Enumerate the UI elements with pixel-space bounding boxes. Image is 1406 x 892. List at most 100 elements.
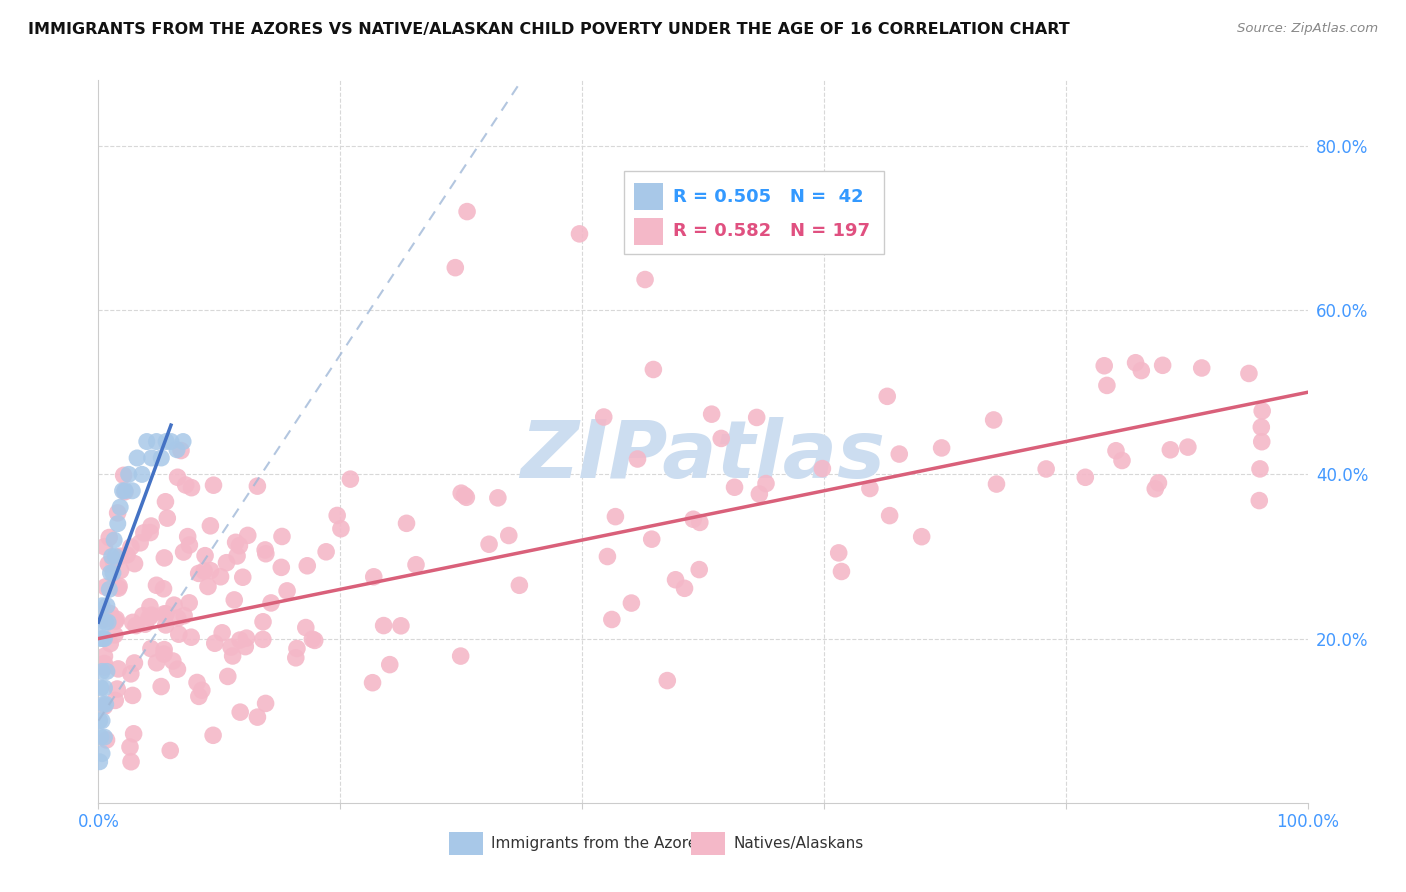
Point <box>193 564 215 578</box>
Point <box>373 618 395 632</box>
Point <box>96 733 118 747</box>
Point <box>139 641 162 656</box>
Point <box>124 557 146 571</box>
Point <box>127 450 149 465</box>
Point <box>186 675 208 690</box>
Point <box>107 581 129 595</box>
Point <box>453 488 475 502</box>
Bar <box>634 218 664 245</box>
Text: Natives/Alaskans: Natives/Alaskans <box>734 836 863 851</box>
Point <box>100 549 122 564</box>
Point <box>1111 453 1133 467</box>
Point <box>103 533 125 547</box>
Point <box>155 618 177 632</box>
Point <box>94 615 117 630</box>
Point <box>155 607 177 621</box>
Point <box>830 565 852 579</box>
Point <box>1152 359 1174 373</box>
Point <box>710 432 733 446</box>
Point <box>876 389 898 403</box>
Point <box>180 481 202 495</box>
Point <box>1191 361 1213 376</box>
Point <box>1249 493 1271 508</box>
Point <box>224 593 246 607</box>
Point <box>170 443 193 458</box>
Point <box>121 483 143 498</box>
Point <box>200 519 222 533</box>
Point <box>301 632 323 647</box>
Point <box>1251 404 1274 418</box>
Point <box>93 660 115 674</box>
Point <box>100 566 122 580</box>
Point <box>748 487 770 501</box>
Point <box>605 509 627 524</box>
Point <box>120 666 142 681</box>
Point <box>108 549 131 564</box>
Point <box>254 697 277 711</box>
Point <box>755 476 778 491</box>
Text: Immigrants from the Azores: Immigrants from the Azores <box>492 836 706 851</box>
Point <box>121 689 143 703</box>
Bar <box>690 831 724 855</box>
Point <box>166 442 188 457</box>
Point <box>96 665 118 679</box>
Point <box>1250 420 1272 434</box>
Point <box>139 519 162 533</box>
Point <box>363 570 385 584</box>
Point <box>160 434 183 449</box>
Point <box>153 550 176 565</box>
Point <box>221 648 243 663</box>
Point <box>450 649 472 664</box>
Point <box>626 452 648 467</box>
Point <box>673 582 696 596</box>
Point <box>118 467 141 482</box>
Point <box>229 705 252 719</box>
Point <box>114 483 136 498</box>
Point <box>271 529 294 543</box>
Point <box>97 557 120 571</box>
Point <box>94 580 117 594</box>
Point <box>135 434 157 449</box>
Point <box>859 482 882 496</box>
Point <box>395 516 418 531</box>
Point <box>478 537 501 551</box>
Point <box>202 478 225 492</box>
Point <box>723 480 745 494</box>
Point <box>1147 475 1170 490</box>
Point <box>93 632 115 646</box>
Point <box>326 508 349 523</box>
Point <box>166 611 188 625</box>
Point <box>568 227 591 241</box>
Point <box>276 583 298 598</box>
Point <box>228 539 250 553</box>
Point <box>118 739 141 754</box>
Point <box>104 628 127 642</box>
Point <box>297 558 319 573</box>
Point <box>139 599 162 614</box>
Point <box>103 554 125 568</box>
Point <box>389 619 412 633</box>
Point <box>174 478 197 492</box>
Point <box>1130 363 1153 377</box>
Point <box>125 618 148 632</box>
Point <box>194 549 217 563</box>
Point <box>828 546 851 560</box>
Point <box>121 615 143 630</box>
Point <box>110 563 132 577</box>
Point <box>105 681 128 696</box>
Point <box>361 675 384 690</box>
Text: ZIPatlas: ZIPatlas <box>520 417 886 495</box>
Point <box>911 530 934 544</box>
Point <box>98 637 121 651</box>
Point <box>405 558 427 572</box>
Point <box>141 608 163 623</box>
Point <box>94 698 117 712</box>
Point <box>187 566 209 581</box>
Point <box>145 578 167 592</box>
Point <box>167 627 190 641</box>
Point <box>450 486 472 500</box>
Point <box>138 610 160 624</box>
Point <box>246 710 269 724</box>
Point <box>132 608 155 623</box>
Point <box>153 607 176 621</box>
